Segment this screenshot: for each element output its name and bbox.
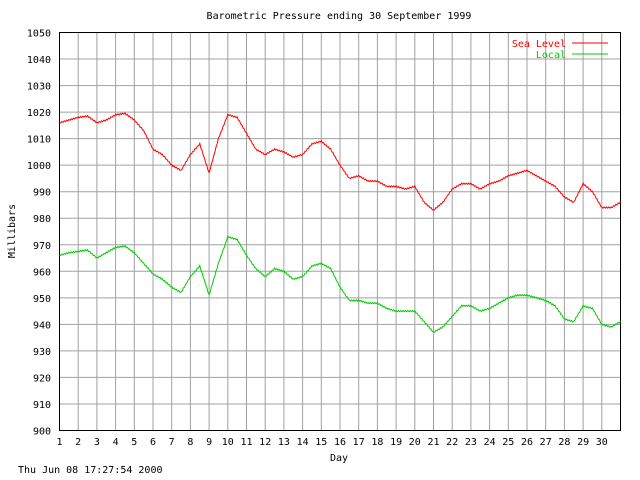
x-tick-label: 23: [465, 437, 477, 448]
y-tick-label: 1050: [27, 29, 51, 40]
x-tick-label: 12: [259, 437, 271, 448]
y-tick-label: 920: [33, 373, 51, 384]
y-axis-label: Millibars: [7, 204, 18, 258]
x-tick-label: 7: [169, 437, 175, 448]
legend-label: Local: [536, 50, 566, 61]
x-tick-label: 25: [502, 437, 514, 448]
y-tick-label: 950: [33, 294, 51, 305]
y-tick-label: 1010: [27, 135, 51, 146]
x-tick-label: 6: [150, 437, 156, 448]
x-tick-label: 8: [187, 437, 193, 448]
y-tick-labels: 900 910 920 930 940 950 960 970 980 990 1000 1010 10…: [27, 29, 51, 438]
y-tick-label: 1020: [27, 108, 51, 119]
x-tick-label: 16: [334, 437, 346, 448]
y-tick-label: 1000: [27, 161, 51, 172]
x-tick-label: 13: [278, 437, 290, 448]
y-tick-label: 990: [33, 188, 51, 199]
series-line-sea-level: [59, 111, 621, 211]
plot-area-border: [59, 32, 621, 431]
x-tick-label: 9: [206, 437, 212, 448]
y-tick-label: 1030: [27, 82, 51, 93]
x-tick-label: 24: [484, 437, 496, 448]
footer-timestamp: Thu Jun 08 17:27:54 2000: [18, 465, 163, 476]
x-tick-label: 28: [558, 437, 570, 448]
x-tick-label: 17: [353, 437, 365, 448]
series-group: [59, 111, 621, 333]
series-line-local: [59, 235, 621, 333]
x-tick-label: 22: [446, 437, 458, 448]
x-axis-label: Day: [330, 453, 348, 464]
x-tick-label: 18: [371, 437, 383, 448]
x-tick-label: 14: [297, 437, 309, 448]
x-tick-label: 29: [577, 437, 589, 448]
x-tick-label: 1: [56, 437, 62, 448]
x-tick-labels: 1 2 3 4 5 6 7 8 9 10 11 12 13 14 15 16 17 18 19 20 21 22 23 24 2…: [56, 437, 607, 448]
grid: [59, 32, 621, 431]
x-tick-label: 30: [596, 437, 608, 448]
chart-title: Barometric Pressure ending 30 September …: [207, 11, 472, 22]
x-tick-label: 20: [409, 437, 421, 448]
x-tick-label: 2: [75, 437, 81, 448]
x-tick-label: 5: [131, 437, 137, 448]
y-tick-label: 1040: [27, 55, 51, 66]
y-tick-label: 900: [33, 427, 51, 438]
x-tick-label: 10: [222, 437, 234, 448]
y-tick-label: 940: [33, 320, 51, 331]
y-tick-label: 910: [33, 400, 51, 411]
x-tick-label: 19: [390, 437, 402, 448]
x-tick-label: 4: [113, 437, 119, 448]
x-tick-label: 27: [540, 437, 552, 448]
x-tick-label: 11: [240, 437, 252, 448]
y-tick-label: 980: [33, 214, 51, 225]
legend-label: Sea Level: [512, 39, 566, 50]
x-tick-label: 26: [521, 437, 533, 448]
y-tick-label: 970: [33, 241, 51, 252]
y-tick-label: 930: [33, 347, 51, 358]
x-tick-label: 15: [315, 437, 327, 448]
x-tick-label: 3: [94, 437, 100, 448]
y-tick-label: 960: [33, 267, 51, 278]
x-tick-label: 21: [427, 437, 439, 448]
